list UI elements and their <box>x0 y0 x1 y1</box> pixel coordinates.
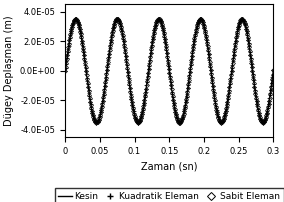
Y-axis label: Dügey Deplaşman (m): Dügey Deplaşman (m) <box>4 15 14 126</box>
Kesin <box>100 108 103 110</box>
Sabit Eleman <box>272 69 275 72</box>
Kuadratik Eleman <box>164 43 167 46</box>
Sabit Eleman <box>214 106 218 108</box>
Kuadratik Eleman <box>267 100 271 102</box>
Sabit Eleman <box>74 18 77 20</box>
Sabit Eleman <box>64 69 67 72</box>
Kuadratik Eleman <box>64 69 67 72</box>
Sabit Eleman <box>195 26 198 28</box>
Kuadratik Eleman <box>272 69 275 72</box>
Kesin <box>152 31 156 33</box>
Kesin <box>178 121 181 124</box>
Kuadratik Eleman <box>261 121 264 124</box>
Sabit Eleman <box>261 121 264 124</box>
Kesin <box>143 95 147 98</box>
Kesin <box>268 98 271 101</box>
Legend: Kesin, Kuadratik Eleman, Sabit Eleman: Kesin, Kuadratik Eleman, Sabit Eleman <box>55 188 284 202</box>
Sabit Eleman <box>89 104 93 106</box>
Kuadratik Eleman <box>188 74 191 76</box>
Sabit Eleman <box>132 110 135 112</box>
Sabit Eleman <box>146 72 150 74</box>
Kesin <box>199 18 202 20</box>
Sabit Eleman <box>215 111 219 113</box>
Line: Sabit Eleman: Sabit Eleman <box>64 18 275 124</box>
Kesin <box>245 31 248 34</box>
Kesin <box>64 69 67 72</box>
Line: Kuadratik Eleman: Kuadratik Eleman <box>63 17 275 124</box>
Kesin <box>87 92 91 94</box>
Kuadratik Eleman <box>234 37 238 39</box>
X-axis label: Zaman (sn): Zaman (sn) <box>141 162 197 172</box>
Kuadratik Eleman <box>163 35 166 38</box>
Line: Kesin: Kesin <box>65 19 273 123</box>
Kuadratik Eleman <box>176 120 180 123</box>
Kesin <box>272 69 275 72</box>
Kuadratik Eleman <box>74 18 77 20</box>
